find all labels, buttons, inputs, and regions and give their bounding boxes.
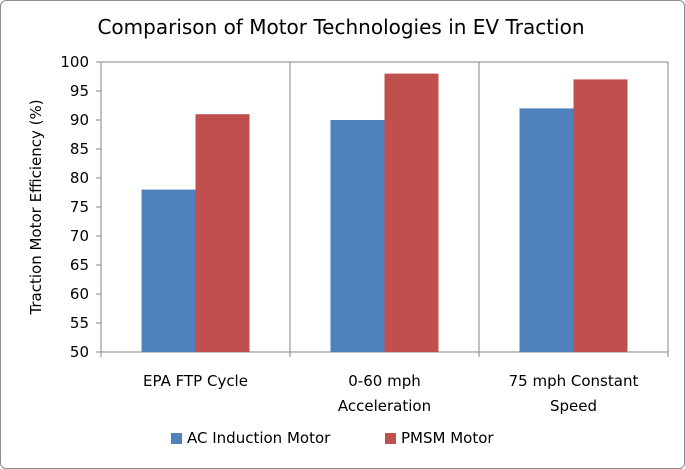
y-axis-label: Traction Motor Efficiency (%) — [27, 99, 45, 315]
bar-pmsm-2 — [384, 73, 439, 352]
y-tick-label: 90 — [70, 111, 89, 129]
y-tick-label: 85 — [70, 140, 89, 158]
y-tick-label: 95 — [70, 82, 89, 100]
y-tick-label: 65 — [70, 256, 89, 274]
bar-ac-induction-3 — [519, 108, 574, 353]
plot-area: 50 55 60 65 70 75 80 85 90 95 100 EPA FTP Cycle 0-60… — [60, 53, 669, 415]
x-category-label: EPA FTP Cycle — [143, 372, 248, 390]
y-tick-label: 80 — [70, 169, 89, 187]
y-tick-label: 100 — [60, 53, 89, 71]
y-tick-label: 55 — [70, 314, 89, 332]
x-category-label: Acceleration — [338, 397, 431, 415]
x-category-label: Speed — [550, 397, 597, 415]
legend-label-pmsm: PMSM Motor — [401, 429, 494, 447]
bar-pmsm-1 — [195, 114, 250, 352]
bar-pmsm-3 — [573, 79, 628, 353]
y-tick-label: 70 — [70, 227, 89, 245]
x-category-label: 0-60 mph — [348, 372, 420, 390]
bar-ac-induction-1 — [141, 189, 196, 352]
legend-swatch-ac-induction — [171, 433, 182, 444]
y-tick-label: 60 — [70, 285, 89, 303]
legend-label-ac-induction: AC Induction Motor — [187, 429, 331, 447]
y-tick-label: 50 — [70, 343, 89, 361]
x-category-label: 75 mph Constant — [509, 372, 639, 390]
bar-ac-induction-2 — [330, 120, 385, 352]
y-tick-label: 75 — [70, 198, 89, 216]
chart-title: Comparison of Motor Technologies in EV T… — [97, 15, 584, 39]
legend-swatch-pmsm — [385, 433, 396, 444]
legend: AC Induction Motor PMSM Motor — [171, 429, 494, 447]
